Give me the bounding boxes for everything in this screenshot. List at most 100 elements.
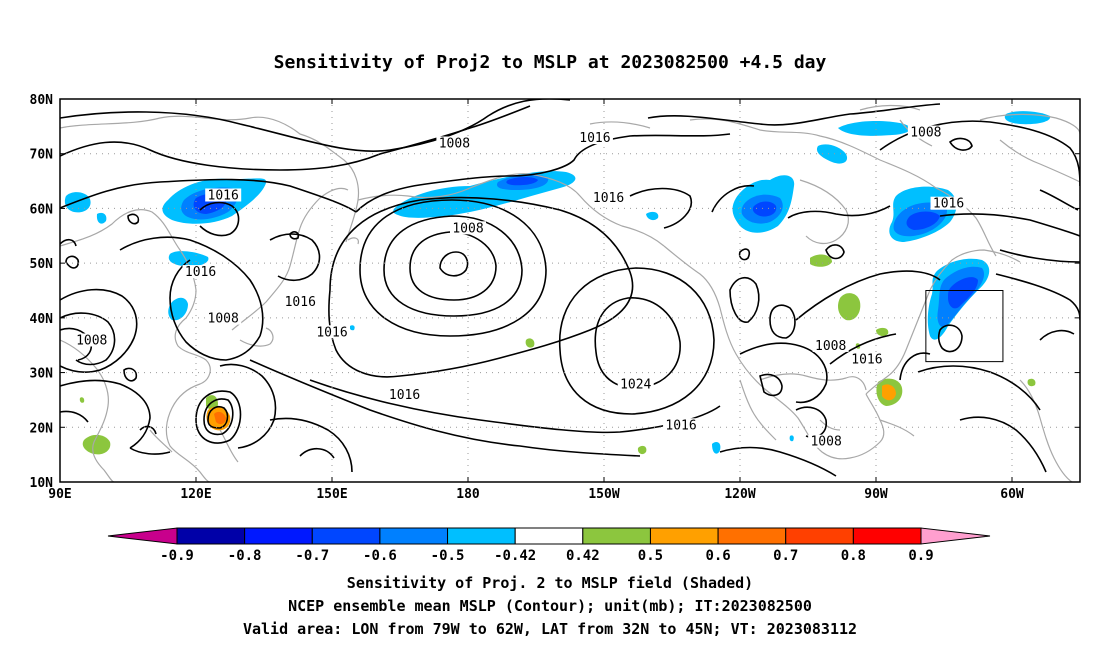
contour-label: 1016 bbox=[316, 325, 347, 340]
captions: Sensitivity of Proj. 2 to MSLP field (Sh… bbox=[243, 574, 857, 638]
lon-axis-labels: 90E 120E 150E 180 150W 120W 90W 60W bbox=[48, 487, 1024, 502]
contour-label: 1008 bbox=[208, 312, 239, 327]
contour-label-bg bbox=[450, 221, 486, 235]
lon-label: 150W bbox=[588, 487, 619, 502]
lat-label: 30N bbox=[30, 367, 54, 382]
contour-label-bg bbox=[590, 191, 627, 205]
lon-label: 120W bbox=[724, 487, 755, 502]
contour-label: 1016 bbox=[285, 295, 316, 310]
colorbar-swatch bbox=[311, 527, 381, 545]
colorbar-tick-label: -0.6 bbox=[363, 548, 397, 564]
colorbar-tick-label: 0.5 bbox=[638, 548, 663, 564]
contour-label: 1008 bbox=[452, 221, 483, 236]
colorbar-tick-label: 0.7 bbox=[773, 548, 798, 564]
pos-sens-area bbox=[525, 338, 535, 348]
figure-title: Sensitivity of Proj2 to MSLP at 20230825… bbox=[274, 52, 827, 73]
contour-label-bg bbox=[930, 196, 967, 210]
contour-label: 1016 bbox=[579, 131, 610, 146]
contour-label-bg bbox=[808, 434, 845, 448]
contour-label-bg bbox=[576, 131, 613, 145]
contour-label-bg bbox=[282, 295, 319, 309]
valid-area-box bbox=[925, 290, 1004, 363]
lat-axis-labels: 80N 70N 60N 50N 40N 30N 20N 10N bbox=[30, 93, 54, 491]
colorbar-swatch bbox=[176, 527, 246, 545]
lat-label: 70N bbox=[30, 148, 54, 163]
neg-sens-area bbox=[64, 192, 91, 213]
neg-sens-area bbox=[646, 211, 659, 221]
lat-label: 50N bbox=[30, 257, 54, 272]
colorbar-tick-label: -0.9 bbox=[160, 548, 194, 564]
contour-label-bg bbox=[205, 311, 242, 325]
colorbar-swatch bbox=[244, 527, 313, 545]
pos-sens-area bbox=[838, 293, 861, 321]
contour-label: 1016 bbox=[665, 418, 696, 433]
contour-label-bg bbox=[386, 388, 423, 402]
colorbar: -0.9 -0.8 -0.7 -0.6 -0.5 -0.42 0.42 0.5 0.6 0.7 0.… bbox=[107, 527, 991, 564]
colorbar-swatch bbox=[582, 527, 651, 545]
map-frame bbox=[59, 98, 1081, 483]
colorbar-tick-label: -0.8 bbox=[228, 548, 262, 564]
colorbar-low-extension bbox=[107, 527, 178, 545]
neg-sens-area bbox=[906, 211, 940, 230]
lon-label: 120E bbox=[180, 487, 211, 502]
lat-label: 20N bbox=[30, 421, 54, 436]
lon-label: 150E bbox=[316, 487, 347, 502]
pos-sens-area bbox=[810, 254, 832, 267]
colorbar-tick-label: 0.9 bbox=[908, 548, 933, 564]
colorbar-tick-label: 0.42 bbox=[566, 548, 600, 564]
pos-sens-area bbox=[79, 397, 85, 403]
map-panel: 1008101610081016101610161008100810161016… bbox=[30, 93, 1081, 502]
gridlines bbox=[60, 99, 1080, 482]
colorbar-swatch bbox=[852, 527, 922, 545]
colorbar-swatch bbox=[514, 527, 584, 545]
neg-sens-area bbox=[816, 144, 848, 164]
colorbar-tick-label: 0.8 bbox=[841, 548, 866, 564]
neg-sens-area bbox=[96, 212, 107, 224]
lon-label: 180 bbox=[456, 487, 480, 502]
lat-label: 80N bbox=[30, 93, 54, 108]
axis-ticks bbox=[59, 98, 1080, 483]
colorbar-tick-label: -0.5 bbox=[431, 548, 465, 564]
contour-label-bg bbox=[205, 188, 242, 202]
contour-label-bg bbox=[182, 265, 219, 279]
contour-label-bg bbox=[812, 338, 849, 352]
contour-label-bg bbox=[848, 352, 885, 366]
colorbar-swatch bbox=[717, 527, 787, 545]
contour-label-bg bbox=[907, 125, 944, 139]
contour-label: 1016 bbox=[185, 265, 216, 280]
colorbar-swatch bbox=[649, 527, 719, 545]
colorbar-swatch bbox=[785, 527, 854, 545]
neg-sens-area bbox=[948, 277, 978, 309]
lon-label: 90E bbox=[48, 487, 71, 502]
caption-line-3: Valid area: LON from 79W to 62W, LAT fro… bbox=[243, 620, 857, 638]
contour-label: 1016 bbox=[208, 188, 239, 203]
pos-sens-area bbox=[214, 411, 226, 425]
contour-label: 1008 bbox=[439, 137, 470, 152]
caption-line-2: NCEP ensemble mean MSLP (Contour); unit(… bbox=[288, 597, 812, 615]
colorbar-tick-label: 0.6 bbox=[705, 548, 730, 564]
neg-sens-area bbox=[712, 442, 721, 454]
lon-label: 60W bbox=[1000, 487, 1024, 502]
contour-label: 1016 bbox=[593, 191, 624, 206]
contour-labels: 1008101610081016101610161008100810161016… bbox=[73, 125, 967, 450]
contour-label-bg bbox=[314, 325, 350, 339]
colorbar-swatch bbox=[447, 527, 516, 545]
colorbar-high-extension bbox=[920, 527, 991, 545]
contour-label: 1008 bbox=[910, 126, 941, 141]
neg-sens-area bbox=[349, 325, 355, 331]
lat-label: 10N bbox=[30, 476, 54, 491]
pos-sens-area bbox=[1027, 378, 1036, 387]
contour-label: 1008 bbox=[810, 435, 841, 450]
contour-label: 1008 bbox=[76, 333, 107, 348]
lat-label: 60N bbox=[30, 202, 54, 217]
contour-label-bg bbox=[73, 333, 110, 347]
contour-label-bg bbox=[617, 377, 654, 391]
lat-label: 40N bbox=[30, 312, 54, 327]
contour-label: 1016 bbox=[389, 388, 420, 403]
colorbar-swatch bbox=[379, 527, 449, 545]
neg-sens-area bbox=[168, 297, 188, 321]
contour-label: 1016 bbox=[933, 197, 964, 212]
contour-label-bg bbox=[436, 136, 473, 150]
contour-label: 1008 bbox=[815, 339, 846, 354]
